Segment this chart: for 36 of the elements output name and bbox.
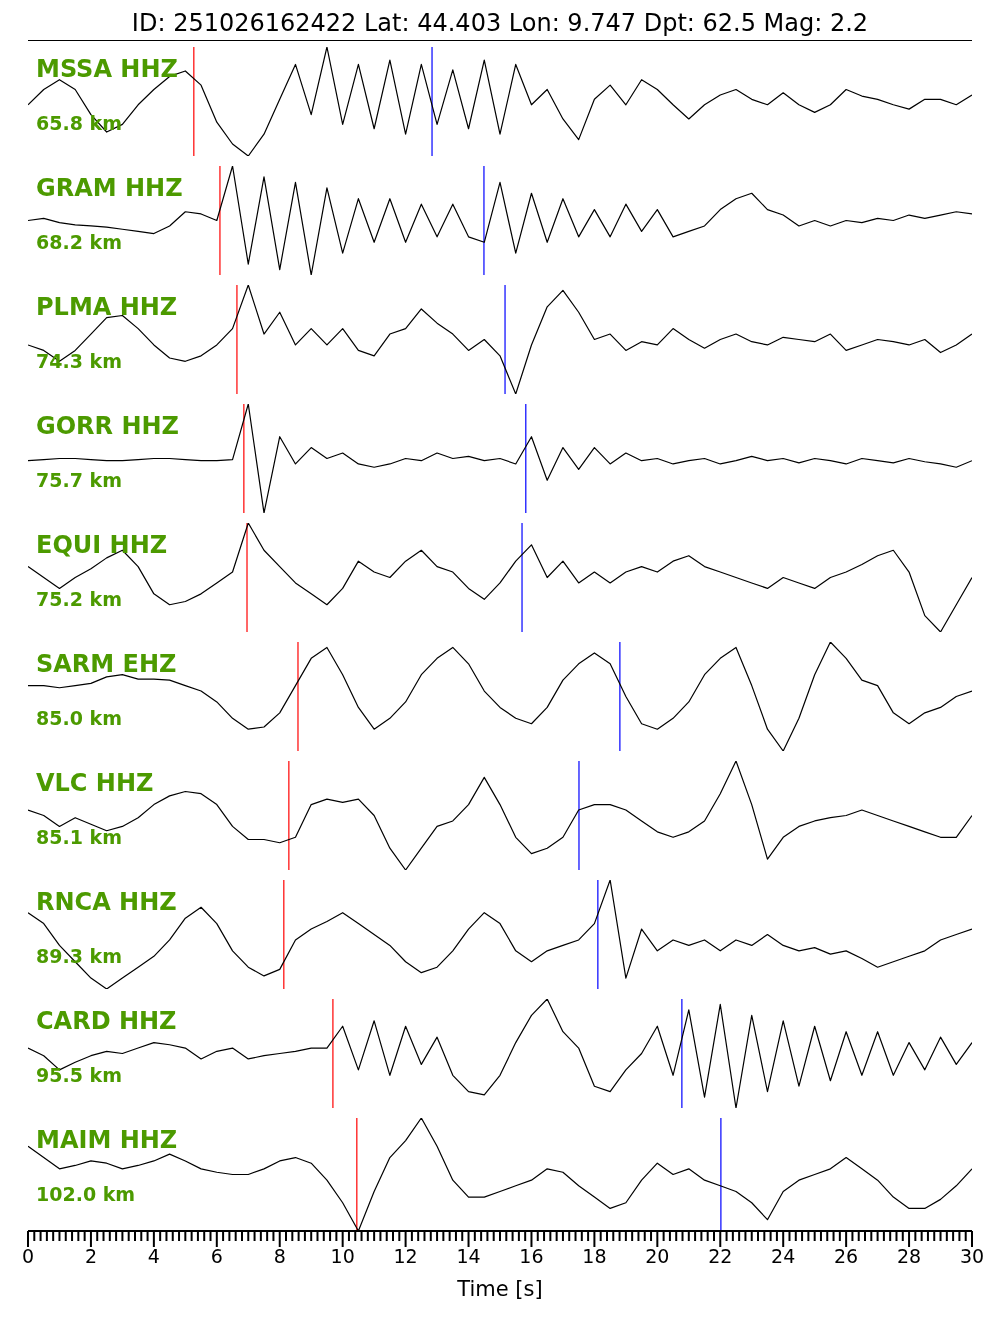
- annotation: VLC HHZ: [36, 769, 154, 797]
- annotation: SARM EHZ: [36, 650, 177, 678]
- annotation: 102.0 km: [36, 1182, 136, 1206]
- annotation: 68.2 km: [36, 230, 122, 254]
- x-tick-label: 22: [708, 1245, 733, 1267]
- x-tick-label: 2: [84, 1245, 97, 1267]
- annotation: 85.0 km: [36, 706, 122, 730]
- x-tick-label: 12: [393, 1245, 418, 1267]
- annotation: 75.7 km: [36, 468, 122, 492]
- x-tick-label: 6: [210, 1245, 223, 1267]
- annotation: PLMA HHZ: [36, 293, 178, 321]
- annotation: 75.2 km: [36, 587, 122, 611]
- annotation: EQUI HHZ: [36, 531, 168, 559]
- x-tick-label: 26: [834, 1245, 859, 1267]
- x-axis-title: Time [s]: [456, 1277, 544, 1301]
- x-tick-label: 8: [273, 1245, 286, 1267]
- x-tick-label: 28: [896, 1245, 922, 1267]
- x-tick-label: 24: [771, 1245, 796, 1267]
- x-tick-label: 18: [582, 1245, 607, 1267]
- x-tick-label: 4: [147, 1245, 160, 1267]
- x-tick-label: 14: [456, 1245, 481, 1267]
- x-tick-label: 0: [21, 1245, 35, 1267]
- annotation: CARD HHZ: [36, 1007, 177, 1035]
- annotation: GRAM HHZ: [36, 174, 183, 202]
- x-tick-label: 20: [645, 1245, 670, 1267]
- chart-title: ID: 251026162422 Lat: 44.403 Lon: 9.747 Dpt: 62.5 Mag: 2.2: [28, 8, 972, 41]
- x-tick-label: 10: [330, 1245, 355, 1267]
- annotation: RNCA HHZ: [36, 888, 177, 916]
- x-tick-label: 16: [519, 1245, 544, 1267]
- annotation: 95.5 km: [36, 1063, 122, 1087]
- annotation: MAIM HHZ: [36, 1126, 178, 1154]
- annotation: 74.3 km: [36, 349, 122, 373]
- annotation: 85.1 km: [36, 825, 122, 849]
- annotation: GORR HHZ: [36, 412, 179, 440]
- annotation: MSSA HHZ: [36, 55, 178, 83]
- x-tick-label: 30: [959, 1245, 985, 1267]
